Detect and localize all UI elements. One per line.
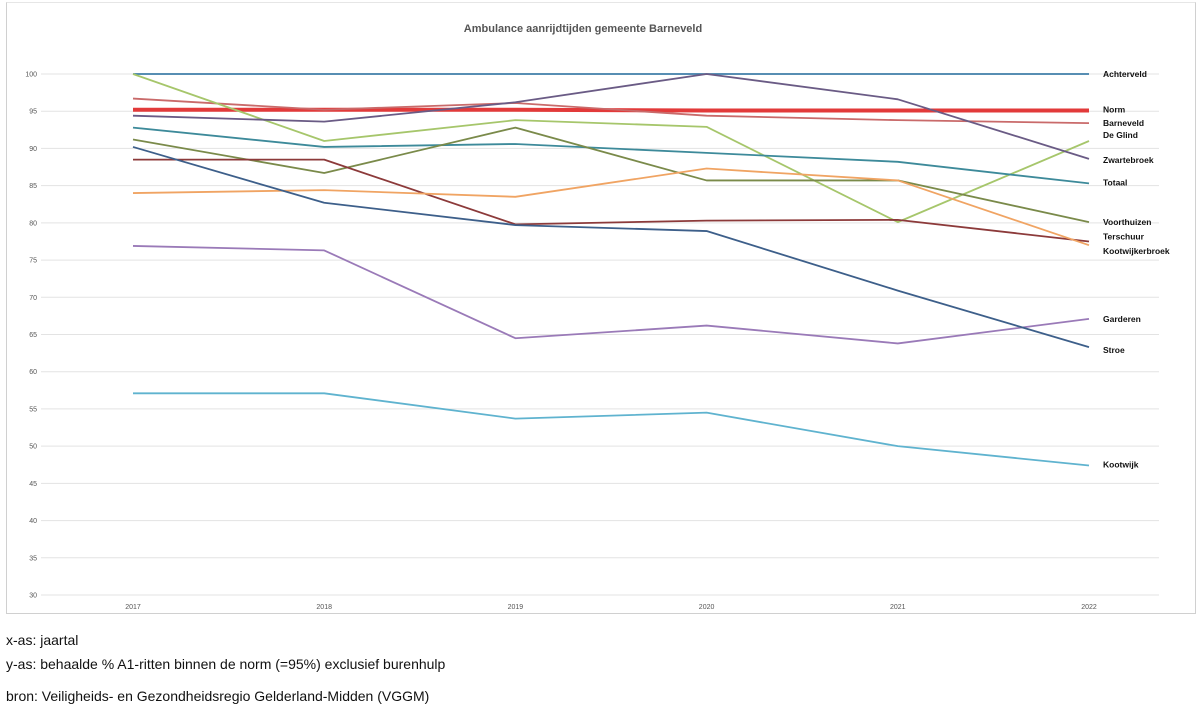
x-tick-label: 2019 [508,604,524,611]
y-tick-label: 90 [29,146,37,153]
y-tick-label: 55 [29,406,37,413]
chart-frame: Ambulance aanrijdtijden gemeente Barneve… [6,2,1196,614]
series-label-totaal: Totaal [1103,177,1127,187]
x-tick-label: 2021 [890,604,906,611]
series-label-achterveld: Achterveld [1103,69,1147,79]
source-note: bron: Veiligheids- en Gezondheidsregio G… [6,688,430,704]
x-axis-note: x-as: jaartal [6,632,79,648]
line-chart: Ambulance aanrijdtijden gemeente Barneve… [25,23,1170,612]
y-tick-label: 40 [29,518,37,525]
y-tick-label: 80 [29,220,37,227]
series-label-de-glind: De Glind [1103,130,1138,140]
series-label-kootwijk: Kootwijk [1103,459,1139,469]
y-tick-label: 60 [29,369,37,376]
series-label-garderen: Garderen [1103,314,1141,324]
y-tick-label: 95 [29,109,37,116]
series-line-de-glind [132,73,1090,224]
chart-title: Ambulance aanrijdtijden gemeente Barneve… [464,23,702,35]
series-label-barneveld: Barneveld [1103,118,1144,128]
series-label-voorthuizen: Voorthuizen [1103,217,1151,227]
series-line-voorthuizen [132,126,1090,223]
series-line-stroe [132,146,1090,349]
y-tick-label: 35 [29,555,37,562]
series-line-totaal [132,126,1090,185]
series-line-kootwijk [133,392,1090,467]
x-tick-label: 2020 [699,604,715,611]
series-label-stroe: Stroe [1103,345,1125,355]
series-label-terschuur: Terschuur [1103,231,1145,241]
series-label-norm: Norm [1103,104,1126,114]
y-tick-label: 45 [29,481,37,488]
y-tick-label: 50 [29,444,37,451]
y-tick-label: 100 [25,72,37,79]
x-tick-label: 2022 [1081,604,1097,611]
y-tick-label: 85 [29,183,37,190]
series-line-zwartebroek [132,73,1090,160]
x-tick-label: 2018 [316,604,332,611]
series-label-kootwijkerbroek: Kootwijkerbroek [1103,246,1170,256]
series-line-terschuur [133,158,1090,243]
series-labels: Achterveld Norm Barneveld De Glind Zwartebro… [1103,69,1170,469]
y-axis-note: y-as: behaalde % A1-ritten binnen de nor… [6,656,446,672]
axes: 30 35 40 45 50 55 60 65 70 75 80 85 90 95 100 2017 2018 2… [25,72,1097,612]
y-tick-label: 30 [29,593,37,600]
x-tick-label: 2017 [125,604,141,611]
series-line-kootwijkerbroek [132,167,1090,247]
y-tick-label: 70 [29,295,37,302]
series-lines [132,73,1090,467]
series-line-garderen [132,245,1090,345]
series-label-zwartebroek: Zwartebroek [1103,155,1154,165]
y-tick-label: 75 [29,258,37,265]
series-line-barneveld [132,97,1090,125]
y-tick-label: 65 [29,332,37,339]
